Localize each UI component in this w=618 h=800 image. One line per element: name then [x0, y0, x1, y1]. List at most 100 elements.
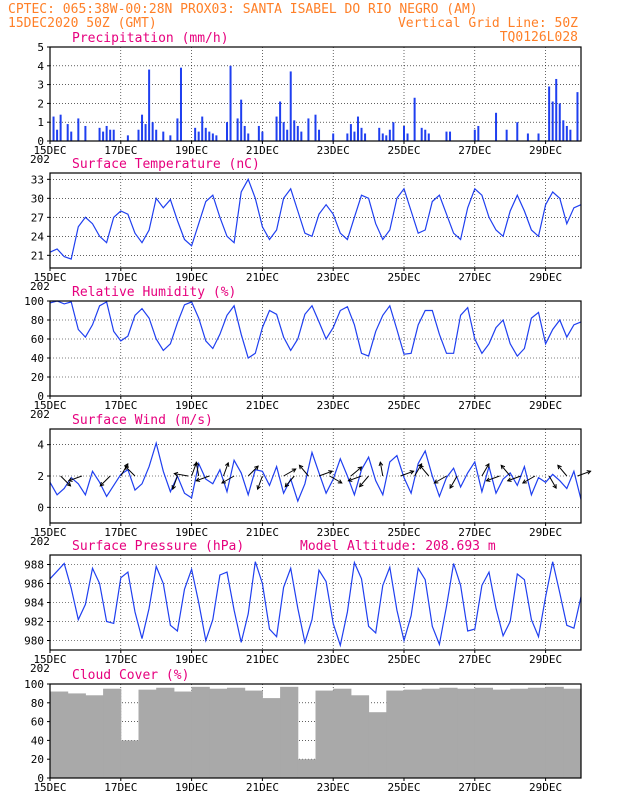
x-tick-label: 25DEC — [387, 781, 420, 794]
precip-bar — [151, 122, 154, 141]
panel-title: Relative Humidity (%) — [72, 285, 236, 300]
cloud-bar — [244, 690, 263, 778]
wind-vector-head — [586, 470, 592, 475]
precip-bar — [332, 133, 335, 141]
x-year-label: 202 — [30, 535, 50, 548]
wind-vector — [329, 475, 343, 484]
x-tick-label: 15DEC — [33, 271, 66, 284]
x-tick-label: 15DEC — [33, 144, 66, 157]
panel-frame — [49, 172, 582, 269]
x-tick-label: 21DEC — [246, 653, 279, 666]
precip-bar — [279, 101, 282, 141]
x-tick-label: 21DEC — [246, 399, 279, 412]
x-tick-label: 25DEC — [387, 271, 420, 284]
x-tick-label: 27DEC — [458, 144, 491, 157]
wind-vector — [485, 475, 500, 482]
precip-bar — [56, 129, 59, 141]
precip-bar — [356, 116, 359, 141]
precip-bar — [289, 71, 292, 141]
x-tick-label: 21DEC — [246, 271, 279, 284]
cloud-bar — [350, 695, 370, 778]
precip-bar — [505, 129, 508, 141]
precip-bar — [526, 133, 529, 141]
x-tick-label: 23DEC — [317, 271, 350, 284]
wind-vector-shaft — [174, 473, 189, 477]
precip-bar — [378, 127, 381, 141]
precip-bar — [169, 135, 172, 141]
y-tick-label: 4 — [37, 439, 44, 452]
precip-bar — [144, 124, 147, 141]
cloud-bar — [439, 687, 458, 778]
x-tick-label: 29DEC — [529, 653, 562, 666]
precip-bar — [243, 125, 246, 141]
wind-vector — [358, 475, 369, 488]
wind-vector-head — [256, 485, 261, 491]
x-tick-label: 17DEC — [104, 399, 137, 412]
x-tick-label: 19DEC — [175, 399, 208, 412]
cloud-bar — [173, 691, 193, 778]
panel-2: Surface Temperature (nC) 21 24 27 30 33 15DEC 1… — [30, 157, 582, 293]
x-tick-label: 29DEC — [529, 144, 562, 157]
precip-bar — [240, 99, 243, 141]
precip-bar — [300, 131, 303, 141]
wind-vector-head — [337, 479, 343, 484]
x-tick-label: 25DEC — [387, 144, 420, 157]
wind-vector-shaft — [99, 475, 111, 487]
wind-vector-head — [298, 464, 304, 470]
panel-title: Precipitation (mm/h) — [72, 31, 229, 46]
wind-vector-head — [173, 471, 179, 477]
precip-bar — [77, 118, 80, 141]
y-tick-label: 100 — [24, 295, 44, 308]
y-tick-label: 1 — [37, 116, 44, 129]
precip-bar — [360, 127, 363, 141]
wind-vector-shaft — [379, 462, 384, 477]
wind-vector — [521, 475, 536, 484]
y-tick-label: 30 — [31, 192, 44, 205]
x-tick-label: 17DEC — [104, 271, 137, 284]
cloud-bar — [545, 686, 564, 778]
y-tick-label: 60 — [31, 716, 44, 729]
x-tick-label: 29DEC — [529, 271, 562, 284]
wind-vector-head — [419, 464, 424, 470]
cloud-bar — [474, 687, 493, 778]
wind-vector — [67, 475, 83, 482]
cloud-bar — [156, 687, 175, 778]
wind-vector-head — [506, 477, 512, 482]
wind-vector — [124, 465, 136, 477]
cloud-bar — [138, 689, 157, 778]
precip-bar — [364, 133, 367, 141]
cloud-bar — [297, 759, 316, 778]
y-tick-label: 40 — [31, 734, 44, 747]
precip-bar — [548, 86, 551, 141]
wind-vector-head — [254, 465, 259, 471]
wind-vector-head — [500, 464, 506, 470]
panel-title: Surface Wind (m/s) — [72, 413, 213, 428]
wind-vector — [557, 464, 568, 477]
panel-title: Surface Pressure (hPa) — [72, 539, 244, 554]
wind-vector-head — [433, 479, 439, 484]
precip-bar — [293, 120, 296, 141]
precip-bar — [162, 131, 165, 141]
wind-vector-shaft — [400, 470, 414, 477]
precip-bar — [208, 131, 211, 141]
precip-bar — [424, 129, 427, 141]
wind-vector-head — [67, 477, 73, 482]
wind-vector-head — [557, 464, 562, 470]
y-tick-label: 0 — [37, 135, 44, 148]
precip-bar — [148, 69, 151, 141]
x-tick-label: 19DEC — [175, 653, 208, 666]
wind-vector-shaft — [481, 463, 490, 477]
header-date: 15DEC2020 50Z (GMT) — [8, 16, 157, 31]
cloud-bar — [67, 693, 86, 778]
x-tick-label: 23DEC — [317, 144, 350, 157]
cloud-bar — [50, 691, 69, 778]
y-tick-label: 20 — [31, 753, 44, 766]
wind-vector-shaft — [120, 463, 129, 477]
x-tick-label: 29DEC — [529, 399, 562, 412]
precip-bar — [551, 101, 554, 141]
y-tick-label: 80 — [31, 697, 44, 710]
panel-5: Surface Pressure (hPa) Model Altitude: 20… — [24, 539, 582, 675]
precip-bar — [449, 131, 452, 141]
cloud-bar — [368, 712, 387, 778]
x-tick-label: 17DEC — [104, 144, 137, 157]
